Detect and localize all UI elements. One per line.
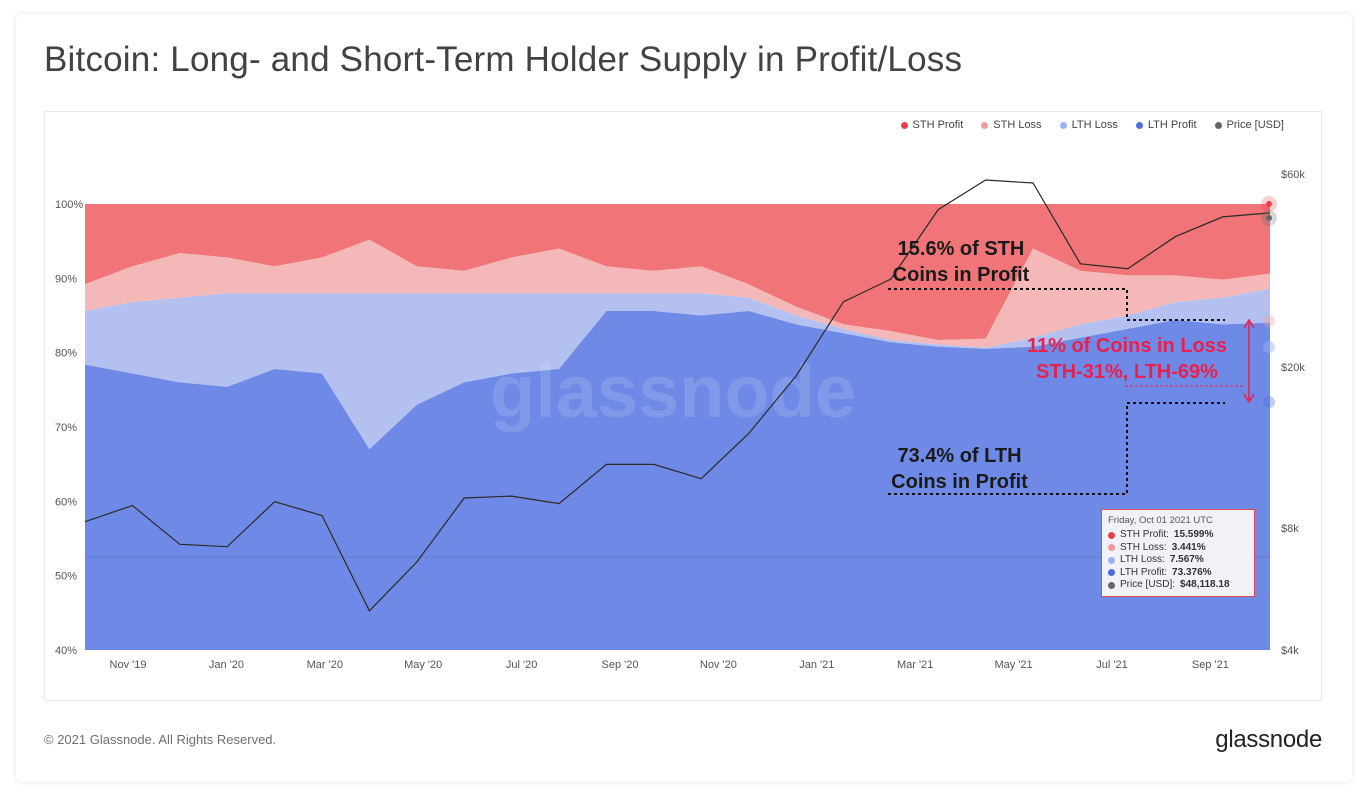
legend-dot-icon	[1214, 121, 1222, 129]
tooltip-dot-icon	[1108, 581, 1115, 589]
tooltip-row: STH Loss: 3.441%	[1108, 542, 1248, 555]
x-tick-label: Mar '20	[307, 659, 343, 671]
watermark-text: glassnode	[490, 350, 856, 433]
marker-price	[1266, 215, 1272, 221]
y-tick-label: 40%	[55, 645, 77, 657]
area-sth-profit	[85, 204, 1270, 340]
legend-label: STH Loss	[993, 119, 1042, 131]
area-lth-profit	[85, 311, 1270, 650]
tooltip-dot-icon	[1108, 531, 1115, 539]
chart-svg: glassnode 100% 90% 80% 70% 60% 50% 40% $60k $20k $…	[55, 169, 1305, 671]
legend-label: LTH Loss	[1071, 119, 1118, 131]
annotation-loss-line1: 11% of Coins in Loss	[1026, 335, 1228, 357]
y-tick-label: 50%	[55, 571, 77, 583]
y2-tick-label: $60k	[1281, 169, 1305, 181]
annotation-line-sth	[888, 288, 1225, 321]
marker-sth-loss	[1263, 315, 1275, 327]
y-tick-label: 70%	[55, 422, 77, 434]
tooltip-value: 73.376%	[1172, 566, 1212, 578]
y2-tick-label: $8k	[1281, 523, 1299, 535]
legend-dot-icon	[900, 121, 908, 129]
legend-dot-icon	[1059, 121, 1067, 129]
area-lth-loss	[85, 288, 1270, 450]
y-tick-label: 100%	[55, 199, 83, 211]
annotation-lth-profit: 73.4% of LTH Coins in Profit	[882, 443, 1037, 495]
legend-dot-icon	[1135, 121, 1143, 129]
tooltip-dot-icon	[1108, 569, 1115, 577]
chart-frame: glassnode 100% 90% 80% 70% 60% 50% 40% $60k $20k $…	[44, 111, 1322, 701]
annotation-loss-line2: STH-31%, LTH-69%	[1036, 361, 1218, 383]
x-tick-label: Sep '20	[602, 659, 639, 671]
y-tick-label: 90%	[55, 273, 77, 285]
annotation-loss: 11% of Coins in Loss STH-31%, LTH-69%	[1012, 333, 1242, 385]
marker-sth-profit	[1266, 201, 1272, 207]
x-tick-label: Jul '20	[506, 659, 537, 671]
annotation-sth-profit: 15.6% of STH Coins in Profit	[886, 236, 1036, 288]
footer-logo: glassnode	[1215, 726, 1322, 753]
tooltip-date: Friday, Oct 01 2021 UTC	[1108, 515, 1213, 526]
marker-lth-loss	[1263, 341, 1275, 353]
area-sth-loss	[85, 239, 1270, 348]
tooltip-row: Price [USD]: $48,118.18	[1108, 579, 1248, 592]
legend-item[interactable]: Price [USD]	[1214, 119, 1284, 131]
legend-dot-icon	[981, 121, 989, 129]
legend-item[interactable]: STH Loss	[981, 119, 1042, 131]
legend-label: STH Profit	[912, 119, 964, 131]
x-tick-label: Nov '20	[700, 659, 737, 671]
tooltip-value: 3.441%	[1171, 541, 1206, 553]
loss-arrow-up-icon	[1243, 318, 1255, 329]
tooltip-value: $48,118.18	[1180, 579, 1230, 590]
legend-label: Price [USD]	[1226, 119, 1284, 131]
tooltip-row: STH Profit: 15.599%	[1108, 529, 1248, 542]
series-price-line	[84, 179, 1271, 612]
tooltip-label: LTH Profit:	[1120, 566, 1168, 578]
x-tick-label: Sep '21	[1192, 659, 1229, 671]
chart-legend: STH Profit STH Loss LTH Loss LTH Profit Pric…	[900, 119, 1284, 131]
tooltip-label: Price [USD]:	[1120, 579, 1176, 590]
chart-tooltip: Friday, Oct 01 2021 UTC STH Profit: 15.59…	[1101, 509, 1255, 597]
y2-tick-label: $4k	[1281, 645, 1299, 657]
legend-item[interactable]: LTH Loss	[1059, 119, 1118, 131]
page-title: Bitcoin: Long- and Short-Term Holder Sup…	[44, 40, 963, 79]
x-tick-label: Mar '21	[897, 659, 933, 671]
tooltip-label: LTH Loss:	[1120, 554, 1165, 565]
y2-tick-label: $20k	[1281, 362, 1305, 374]
y-tick-label: 80%	[55, 348, 77, 360]
y-tick-label: 60%	[55, 496, 77, 508]
legend-item[interactable]: STH Profit	[900, 119, 964, 131]
legend-label: LTH Profit	[1147, 119, 1197, 131]
annotation-lth-profit-line1: 73.4% of LTH	[897, 445, 1022, 467]
loss-arrow-down-icon	[1243, 393, 1255, 404]
tooltip-row: LTH Profit: 73.376%	[1108, 567, 1248, 580]
x-tick-label: May '21	[995, 659, 1033, 671]
annotation-lth-profit-line2: Coins in Profit	[891, 471, 1028, 493]
tooltip-label: STH Loss:	[1120, 541, 1167, 553]
tooltip-label: STH Profit:	[1120, 529, 1169, 540]
annotation-sth-profit-line2: Coins in Profit	[892, 264, 1030, 286]
tooltip-value: 7.567%	[1169, 554, 1204, 565]
x-tick-label: Jan '20	[209, 659, 244, 671]
annotation-line-lth	[888, 402, 1225, 495]
tooltip-dot-icon	[1108, 556, 1115, 564]
footer-copyright: © 2021 Glassnode. All Rights Reserved.	[44, 732, 277, 747]
legend-item[interactable]: LTH Profit	[1135, 119, 1197, 131]
tooltip-row: LTH Loss: 7.567%	[1108, 554, 1248, 567]
x-tick-label: May '20	[404, 659, 442, 671]
marker-lth-profit	[1263, 396, 1275, 408]
tooltip-value: 15.599%	[1173, 529, 1214, 540]
x-tick-label: Jan '21	[799, 659, 834, 671]
x-tick-label: Nov '19	[110, 659, 147, 671]
annotation-sth-profit-line1: 15.6% of STH	[897, 238, 1025, 260]
x-tick-label: Jul '21	[1096, 659, 1127, 671]
tooltip-dot-icon	[1108, 544, 1115, 552]
